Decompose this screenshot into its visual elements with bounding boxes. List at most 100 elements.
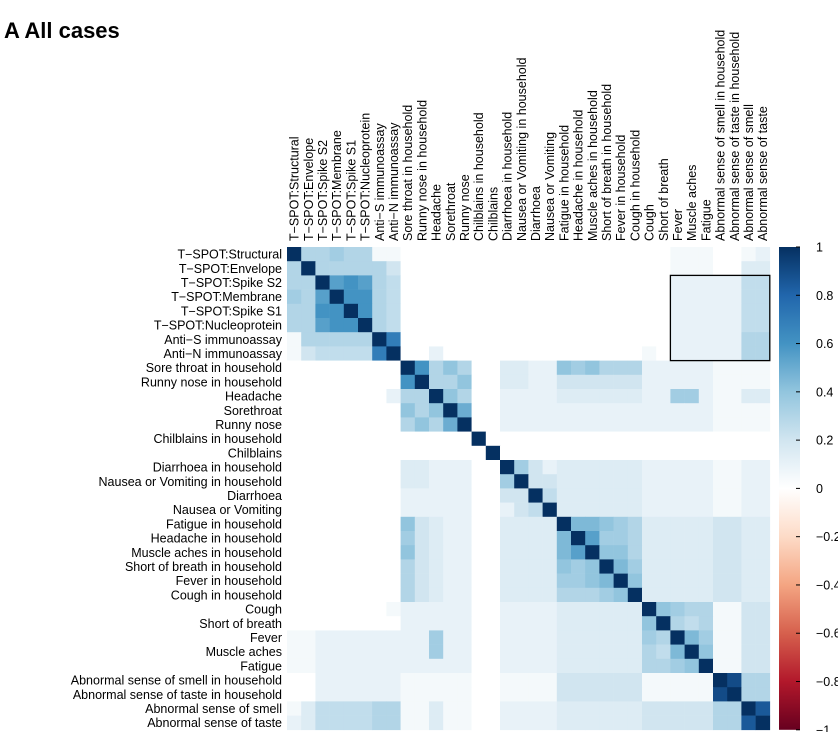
cell xyxy=(670,701,685,716)
cell xyxy=(656,417,671,432)
cell xyxy=(585,332,600,347)
cell xyxy=(372,374,387,390)
cell xyxy=(656,389,671,404)
cell xyxy=(471,417,487,432)
cell xyxy=(358,403,373,418)
cell xyxy=(514,658,529,674)
colorbar-tick-label: −0.2 xyxy=(816,530,838,544)
cell xyxy=(670,488,685,503)
cell xyxy=(556,247,572,262)
cell xyxy=(755,644,771,660)
cell xyxy=(343,303,359,319)
cell xyxy=(613,573,629,589)
cell xyxy=(500,247,515,262)
cell xyxy=(585,673,600,688)
cell xyxy=(713,545,728,560)
cell xyxy=(358,587,373,603)
cell xyxy=(457,531,472,546)
cell xyxy=(642,673,657,688)
cell xyxy=(485,460,501,475)
cell xyxy=(343,289,359,305)
cell xyxy=(500,332,515,347)
cell xyxy=(670,616,685,631)
cell xyxy=(343,488,359,503)
cell xyxy=(386,474,401,489)
cell xyxy=(329,289,345,305)
cell xyxy=(755,502,771,518)
cell xyxy=(372,445,387,461)
cell xyxy=(301,460,316,475)
cell xyxy=(429,332,444,347)
cell xyxy=(642,701,657,716)
cell xyxy=(301,445,316,461)
cell xyxy=(713,602,728,617)
cell xyxy=(429,531,444,546)
cell xyxy=(571,488,586,503)
cell xyxy=(656,602,671,617)
cell xyxy=(627,247,643,262)
cell xyxy=(684,431,700,447)
cell xyxy=(514,616,529,631)
cell xyxy=(684,573,700,589)
cell xyxy=(556,374,572,390)
cell xyxy=(343,587,359,603)
cell xyxy=(542,701,558,716)
cell xyxy=(528,673,543,688)
cell xyxy=(627,318,643,333)
cell xyxy=(457,701,472,716)
cell xyxy=(500,587,515,603)
cell xyxy=(329,616,345,631)
cell xyxy=(599,318,614,333)
cell xyxy=(627,531,643,546)
cell xyxy=(329,346,345,361)
cell xyxy=(514,715,529,731)
cell xyxy=(500,644,515,660)
cell xyxy=(400,431,416,447)
cell xyxy=(571,474,586,489)
cell xyxy=(656,403,671,418)
cell xyxy=(301,346,316,361)
column-label: T−SPOT:Envelope xyxy=(302,138,316,241)
cell xyxy=(713,303,728,319)
cell xyxy=(642,644,657,660)
cell xyxy=(514,587,529,603)
row-label: Muscle aches xyxy=(206,645,282,659)
cell xyxy=(429,261,444,276)
cell xyxy=(471,644,487,660)
cell xyxy=(400,644,416,660)
colorbar-tick-label: 0.8 xyxy=(816,289,833,303)
cell xyxy=(414,516,430,532)
cell xyxy=(727,431,742,447)
cell xyxy=(642,474,657,489)
cell xyxy=(599,559,614,574)
cell xyxy=(684,289,700,305)
cell xyxy=(343,332,359,347)
cell xyxy=(443,261,458,276)
cell xyxy=(698,488,714,503)
cell xyxy=(443,673,458,688)
cell xyxy=(656,687,671,702)
cell xyxy=(429,247,444,262)
cell xyxy=(343,431,359,447)
cell xyxy=(301,303,316,319)
cell xyxy=(741,687,756,702)
row-label: T−SPOT:Nucleoprotein xyxy=(154,319,282,333)
cell xyxy=(627,374,643,390)
cell xyxy=(599,247,614,262)
cell xyxy=(698,559,714,574)
cell xyxy=(528,318,543,333)
cell xyxy=(514,545,529,560)
cell xyxy=(656,502,671,518)
cell xyxy=(741,616,756,631)
cell xyxy=(500,673,515,688)
cell xyxy=(670,346,685,361)
cell xyxy=(414,573,430,589)
cell xyxy=(329,431,345,447)
cell xyxy=(287,545,302,560)
cell xyxy=(457,247,472,262)
cell xyxy=(599,374,614,390)
cell xyxy=(599,289,614,305)
cell xyxy=(613,247,629,262)
cell xyxy=(514,460,529,475)
